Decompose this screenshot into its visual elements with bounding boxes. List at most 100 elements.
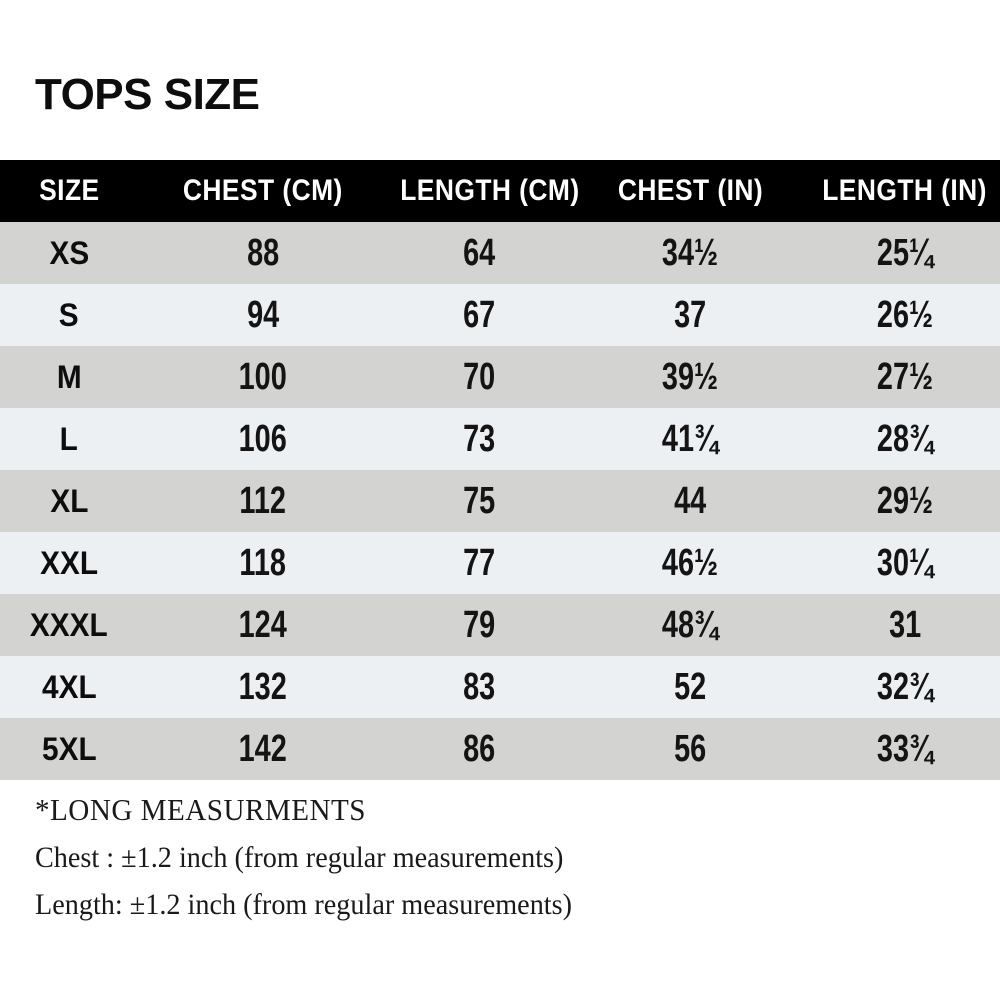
table-cell: 28¾ — [810, 408, 1000, 470]
page-title: TOPS SIZE — [35, 70, 260, 119]
table-cell: 70 — [388, 346, 570, 408]
cell-value: 52 — [673, 665, 707, 708]
table-cell: 73 — [388, 408, 570, 470]
footnote-chest-tolerance: Chest : ±1.2 inch (from regular measurem… — [35, 841, 564, 875]
table-cell: 86 — [388, 718, 570, 780]
table-cell: 112 — [138, 470, 388, 532]
cell-value: 106 — [238, 417, 288, 460]
cell-value: 26½ — [876, 293, 934, 336]
cell-value: 79 — [462, 603, 496, 646]
table-cell: 5XL — [0, 718, 138, 780]
table-cell: 31 — [810, 594, 1000, 656]
table-cell: 75 — [388, 470, 570, 532]
cell-value: 86 — [462, 727, 496, 770]
cell-value: 44 — [673, 479, 707, 522]
cell-value: 124 — [238, 603, 288, 646]
size-label: M — [56, 358, 82, 395]
cell-value: 88 — [246, 231, 280, 274]
cell-value: 94 — [246, 293, 280, 336]
table-header-row: SIZE CHEST (CM) LENGTH (CM) CHEST (IN) L… — [0, 160, 1000, 222]
cell-value: 30¼ — [876, 541, 934, 584]
size-label: XS — [49, 234, 89, 271]
table-cell: 44 — [570, 470, 810, 532]
table-cell: 39½ — [570, 346, 810, 408]
table-cell: 41¾ — [570, 408, 810, 470]
table-cell: 4XL — [0, 656, 138, 718]
cell-value: 28¾ — [876, 417, 934, 460]
table-cell: M — [0, 346, 138, 408]
footnotes: *LONG MEASURMENTS Chest : ±1.2 inch (fro… — [35, 792, 965, 935]
table-cell: 29½ — [810, 470, 1000, 532]
cell-value: 31 — [888, 603, 922, 646]
header-cell-size: SIZE — [0, 160, 138, 222]
header-label: CHEST (IN) — [617, 174, 763, 207]
cell-value: 118 — [239, 541, 287, 584]
table-cell: 64 — [388, 222, 570, 284]
cell-value: 29½ — [876, 479, 934, 522]
footnote-length-tolerance: Length: ±1.2 inch (from regular measurem… — [35, 888, 573, 922]
cell-value: 100 — [238, 355, 288, 398]
cell-value: 56 — [673, 727, 707, 770]
table-cell: 83 — [388, 656, 570, 718]
table-cell: 37 — [570, 284, 810, 346]
table-cell: 106 — [138, 408, 388, 470]
table-cell: 33¾ — [810, 718, 1000, 780]
table-cell: 56 — [570, 718, 810, 780]
table-cell: 142 — [138, 718, 388, 780]
header-cell-chest-cm: CHEST (CM) — [138, 160, 388, 222]
table-cell: L — [0, 408, 138, 470]
table-cell: 46½ — [570, 532, 810, 594]
cell-value: 39½ — [661, 355, 719, 398]
cell-value: 48¾ — [661, 603, 719, 646]
cell-value: 142 — [238, 727, 288, 770]
cell-value: 83 — [462, 665, 496, 708]
cell-value: 33¾ — [876, 727, 934, 770]
header-label: LENGTH (IN) — [822, 174, 988, 207]
cell-value: 46½ — [661, 541, 719, 584]
table-row-5xl: 5XL 142 86 56 33¾ — [0, 718, 1000, 780]
cell-value: 112 — [239, 479, 287, 522]
table-cell: XXL — [0, 532, 138, 594]
cell-value: 27½ — [876, 355, 934, 398]
table-cell: 124 — [138, 594, 388, 656]
size-label: 5XL — [41, 730, 97, 767]
cell-value: 34½ — [661, 231, 719, 274]
header-label: SIZE — [38, 174, 100, 207]
table-cell: 26½ — [810, 284, 1000, 346]
cell-value: 132 — [238, 665, 288, 708]
table-cell: 77 — [388, 532, 570, 594]
cell-value: 32¾ — [876, 665, 934, 708]
table-cell: 27½ — [810, 346, 1000, 408]
cell-value: 64 — [462, 231, 496, 274]
size-label: XL — [49, 482, 89, 519]
cell-value: 25¼ — [876, 231, 934, 274]
cell-value: 77 — [462, 541, 496, 584]
table-row-xl: XL 112 75 44 29½ — [0, 470, 1000, 532]
table-cell: 132 — [138, 656, 388, 718]
header-label: CHEST (CM) — [183, 174, 343, 207]
table-cell: 94 — [138, 284, 388, 346]
table-cell: S — [0, 284, 138, 346]
table-row-l: L 106 73 41¾ 28¾ — [0, 408, 1000, 470]
table-cell: XL — [0, 470, 138, 532]
table-cell: 34½ — [570, 222, 810, 284]
table-row-xxxl: XXXL 124 79 48¾ 31 — [0, 594, 1000, 656]
table-cell: 100 — [138, 346, 388, 408]
table-cell: 67 — [388, 284, 570, 346]
cell-value: 67 — [462, 293, 496, 336]
table-cell: 32¾ — [810, 656, 1000, 718]
table-cell: 88 — [138, 222, 388, 284]
size-label: 4XL — [41, 668, 97, 705]
table-row-m: M 100 70 39½ 27½ — [0, 346, 1000, 408]
header-cell-length-cm: LENGTH (CM) — [388, 160, 579, 222]
cell-value: 75 — [462, 479, 496, 522]
size-label: XXL — [40, 544, 98, 581]
size-label: L — [59, 420, 79, 457]
table-row-xs: XS 88 64 34½ 25¼ — [0, 222, 1000, 284]
cell-value: 70 — [462, 355, 496, 398]
table-cell: 48¾ — [570, 594, 810, 656]
table-cell: XXXL — [0, 594, 138, 656]
cell-value: 41¾ — [661, 417, 719, 460]
table-cell: 30¼ — [810, 532, 1000, 594]
